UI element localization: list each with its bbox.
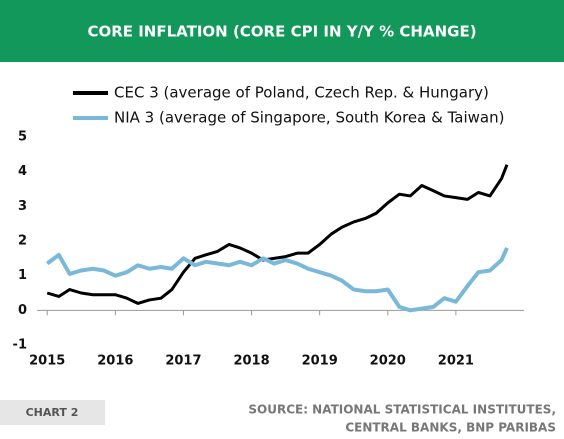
- x-tick-label: 2021: [438, 354, 474, 369]
- y-tick-label: 1: [18, 268, 27, 283]
- chart-title: CORE INFLATION (CORE CPI IN Y/Y % CHANGE…: [87, 23, 476, 41]
- chart-label: CHART 2: [26, 406, 79, 419]
- x-tick-label: 2018: [233, 354, 269, 369]
- x-tick-label: 2020: [370, 354, 406, 369]
- series-line: [46, 247, 509, 313]
- y-tick-label: 5: [18, 130, 27, 145]
- y-tick-label: 2: [18, 234, 27, 249]
- source: CENTRAL BANKS, BNP PARIBAS: [345, 421, 556, 435]
- y-tick-label: 4: [18, 164, 27, 179]
- y-tick-label: -1: [13, 338, 27, 353]
- header-band: [0, 0, 564, 62]
- legend-label: NIA 3 (average of Singapore, South Korea…: [114, 109, 504, 127]
- x-tick-label: 2016: [97, 354, 133, 369]
- source: SOURCE: NATIONAL STATISTICAL INSTITUTES,: [248, 403, 556, 417]
- chart-label-box: [0, 400, 105, 425]
- series-line: [46, 164, 509, 305]
- y-tick-label: 0: [18, 303, 27, 318]
- x-tick-label: 2015: [29, 354, 65, 369]
- x-tick-label: 2017: [165, 354, 201, 369]
- legend-label: CEC 3 (average of Poland, Czech Rep. & H…: [114, 84, 489, 102]
- y-tick-label: 3: [18, 199, 27, 214]
- x-tick-label: 2019: [302, 354, 338, 369]
